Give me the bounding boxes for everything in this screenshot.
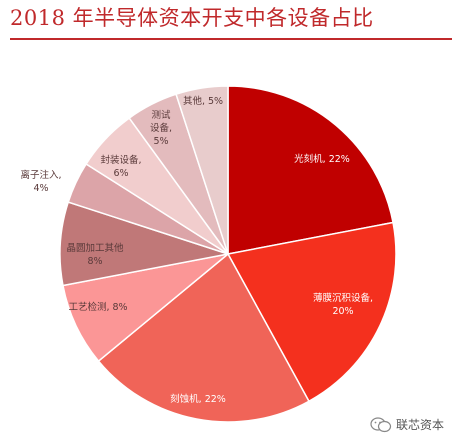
slice-label: 光刻机, 22% — [294, 153, 350, 165]
slice-label: 测试设备, 5% — [150, 109, 172, 147]
source-watermark: 联芯资本 — [370, 416, 444, 433]
pie-slice — [97, 252, 310, 423]
pie-slices — [59, 85, 397, 423]
source-name: 联芯资本 — [396, 418, 445, 432]
pie-slice — [226, 221, 397, 403]
slice-label: 薄膜沉积设备, 20% — [313, 292, 373, 317]
slice-label: 晶圆加工其他 8% — [66, 242, 124, 267]
wechat-icon — [370, 416, 392, 432]
pie-slice — [227, 85, 394, 255]
pie-labels: 光刻机, 22% 薄膜沉积设备, 20% 刻蚀机, 22% 工艺检测, 8% 晶圆加工其他… — [20, 95, 373, 405]
slice-label: 其他, 5% — [183, 95, 223, 107]
slice-label: 工艺检测, 8% — [68, 301, 127, 313]
pie-slice — [175, 85, 229, 255]
slice-label: 刻蚀机, 22% — [170, 393, 226, 405]
slice-label: 离子注入, 4% — [20, 169, 61, 194]
slice-label: 封装设备, 6% — [100, 154, 141, 179]
title-rule — [10, 38, 452, 40]
chart-title: 2018 年半导体资本开支中各设备占比 — [10, 6, 374, 30]
